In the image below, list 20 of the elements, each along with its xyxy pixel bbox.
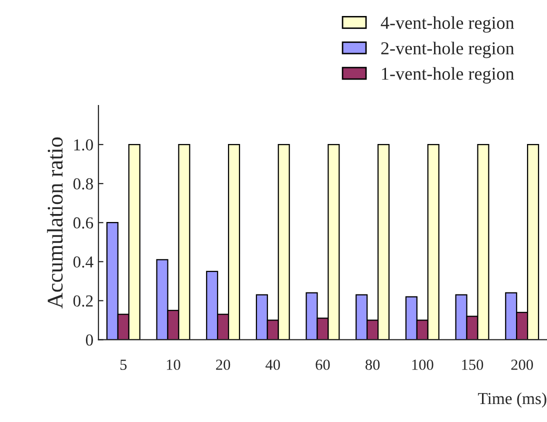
- x-tick-label: 200: [511, 360, 533, 370]
- legend-label: 2-vent-hole region: [381, 42, 514, 58]
- y-tick-label: 0.6: [73, 217, 94, 229]
- y-tick-label: 0.2: [73, 295, 93, 307]
- y-tick-label: 0.8: [73, 178, 93, 190]
- legend-label: 4-vent-hole region: [380, 16, 514, 33]
- x-tick-label: 100: [412, 360, 434, 370]
- x-tick-label: 10: [166, 360, 180, 370]
- x-tick-label: 150: [462, 360, 484, 370]
- y-tick-label: 1.0: [74, 139, 93, 151]
- y-tick-label: 0: [86, 334, 93, 346]
- x-tick-label: 20: [216, 360, 230, 370]
- x-axis-title: Time (ms): [478, 392, 546, 408]
- legend-label: 1-vent-hole region: [382, 67, 514, 84]
- y-tick-label: 0.4: [73, 256, 94, 268]
- x-tick-label: 80: [366, 360, 380, 370]
- x-tick-label: 5: [120, 360, 127, 370]
- y-axis-title: Accumulation ratio: [47, 137, 63, 308]
- x-tick-label: 40: [266, 360, 280, 370]
- x-tick-label: 60: [316, 360, 330, 370]
